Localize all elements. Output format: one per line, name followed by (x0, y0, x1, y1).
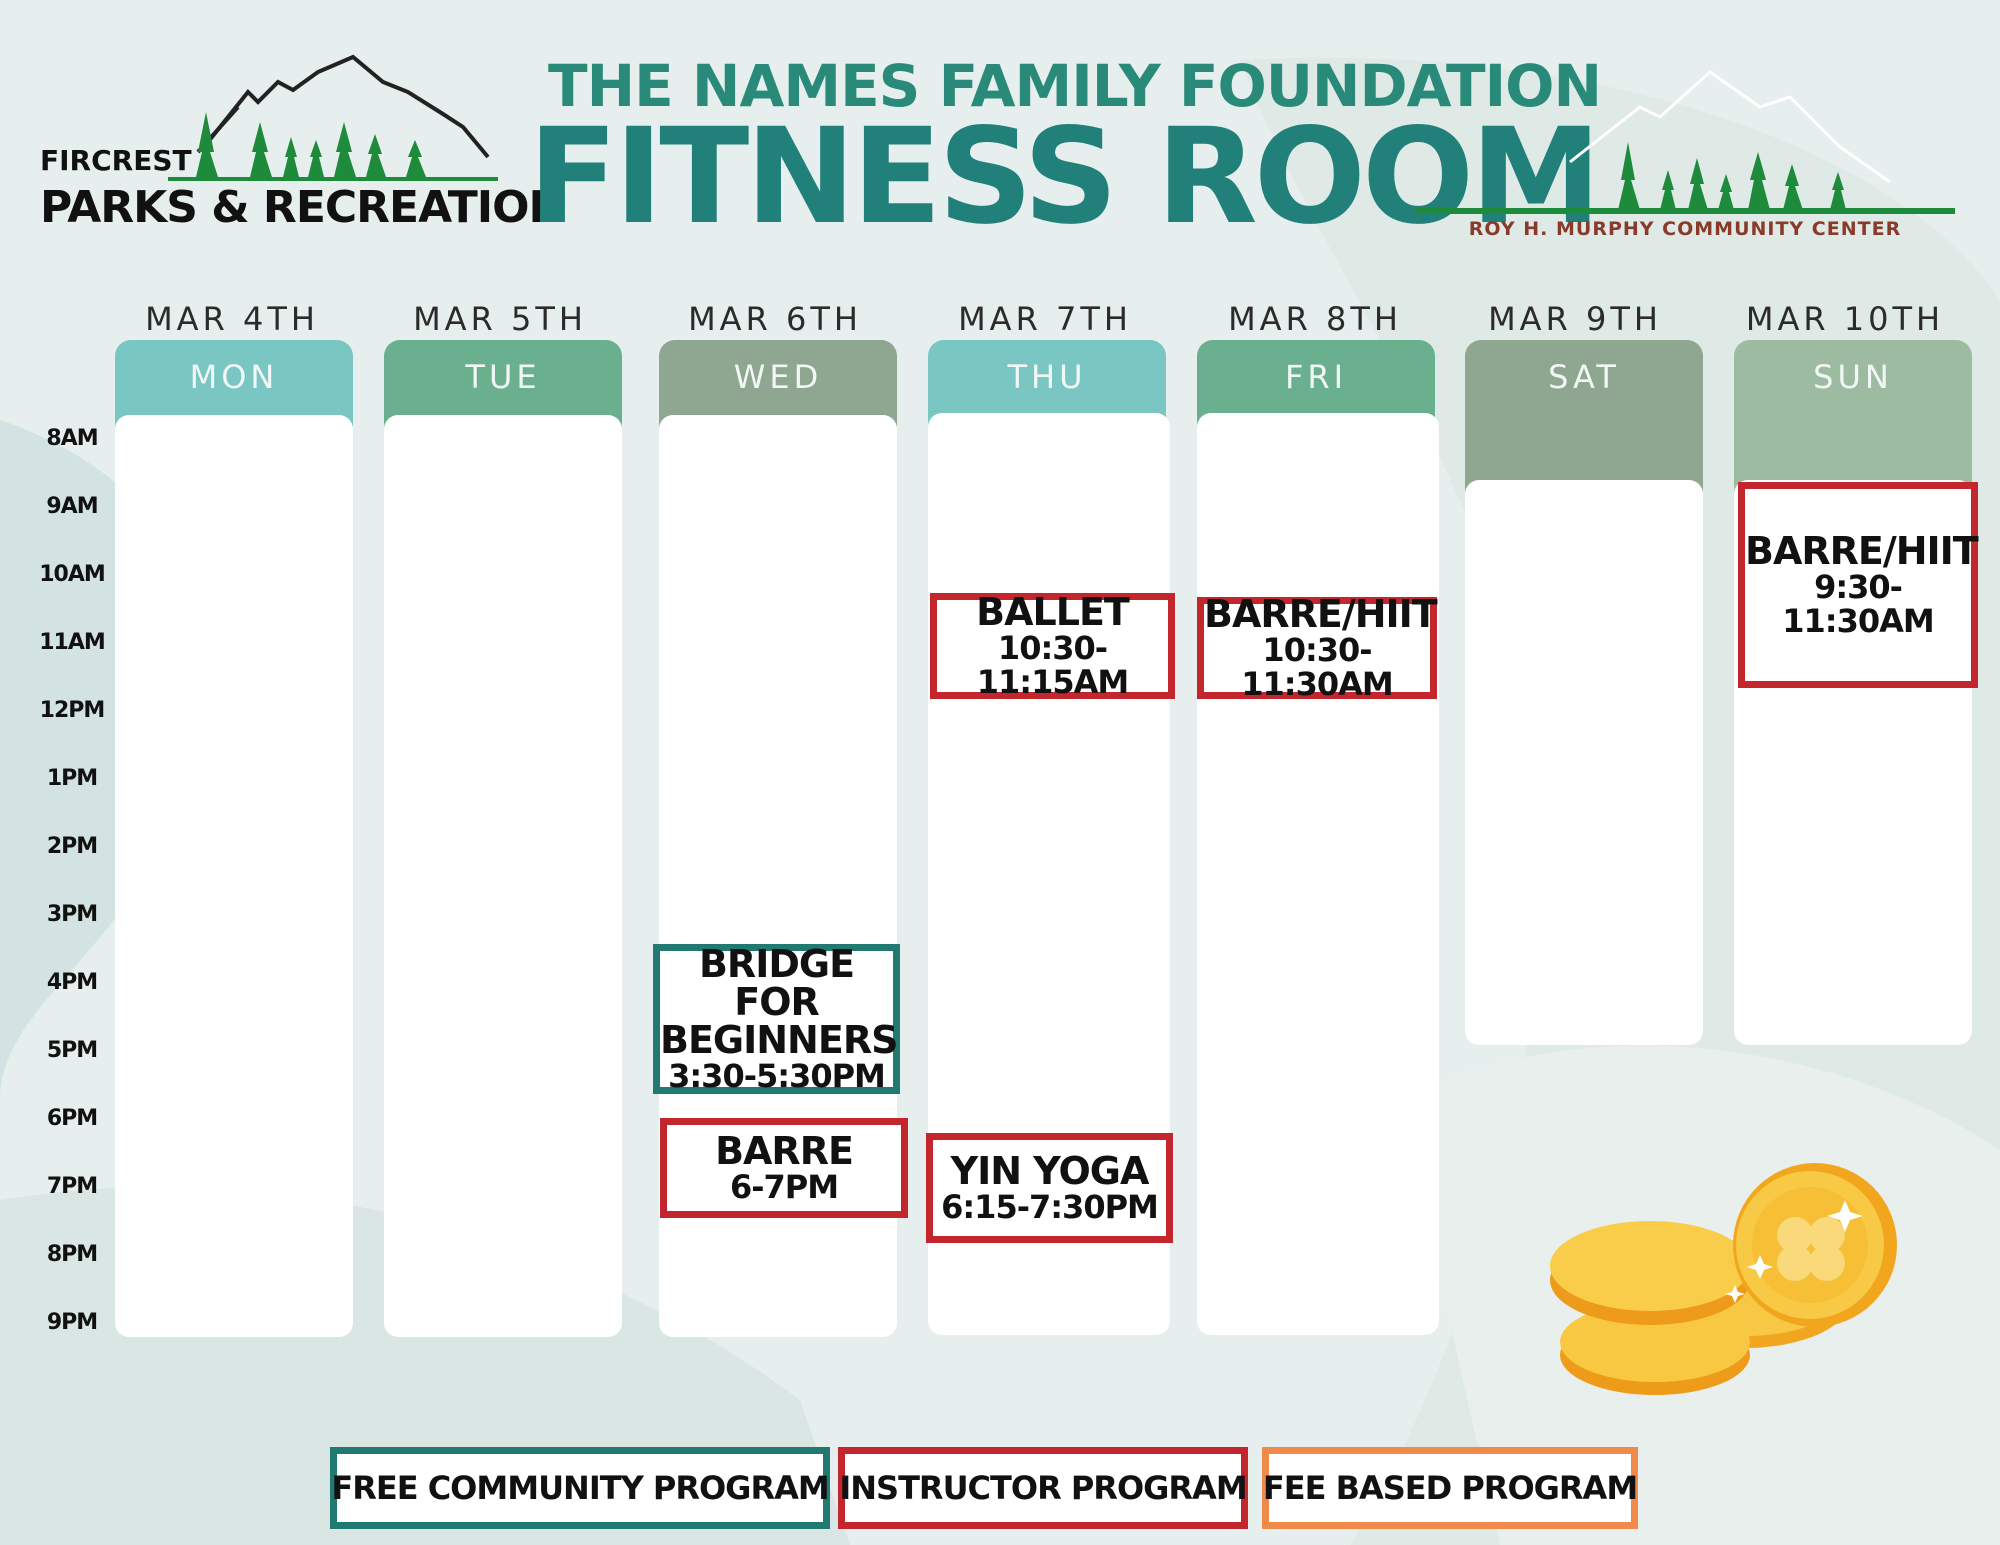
date-label-sun: MAR 10TH (1745, 300, 1945, 338)
community-center-name: ROY H. MURPHY COMMUNITY CENTER (1468, 218, 1902, 240)
event-time: 10:30-11:15AM (976, 629, 1129, 701)
event-barre-wed[interactable]: BARRE 6-7PM (660, 1118, 908, 1218)
legend-fee-based-program: FEE BASED PROGRAM (1262, 1447, 1638, 1529)
date-label-mon: MAR 4TH (145, 300, 319, 338)
time-label: 9AM (46, 494, 98, 519)
day-column-sat (1465, 480, 1703, 1045)
date-label-sat: MAR 9TH (1488, 300, 1662, 338)
event-name: BARRE (715, 1129, 854, 1173)
time-label: 1PM (46, 766, 98, 791)
legend-instructor-program: INSTRUCTOR PROGRAM (838, 1447, 1248, 1529)
event-name: BRIDGE FOR (698, 942, 855, 1024)
date-label-fri: MAR 8TH (1228, 300, 1402, 338)
time-label: 3PM (46, 902, 98, 927)
time-label: 6PM (46, 1106, 98, 1131)
event-time: 10:30-11:30AM (1241, 631, 1393, 703)
event-bridge-for-beginners[interactable]: BRIDGE FOR BEGINNERS 3:30-5:30PM (653, 944, 900, 1094)
day-column-mon (115, 415, 353, 1337)
event-name: BALLET (976, 590, 1130, 634)
event-name: YIN YOGA (950, 1149, 1150, 1193)
event-ballet[interactable]: BALLET 10:30-11:15AM (930, 593, 1175, 699)
day-header-sun: SUN (1734, 340, 1972, 505)
date-label-tue: MAR 5TH (413, 300, 587, 338)
time-label: 5PM (46, 1038, 98, 1063)
day-column-tue (384, 415, 622, 1337)
fircrest-text: FIRCREST (40, 144, 192, 177)
legend-free-community-program: FREE COMMUNITY PROGRAM (330, 1447, 830, 1529)
fircrest-logo: FIRCREST PARKS & RECREATION (38, 52, 565, 242)
time-label: 12PM (39, 698, 106, 723)
parks-recreation-text: PARKS & RECREATION (40, 182, 565, 233)
event-time: 6:15-7:30PM (941, 1188, 1159, 1226)
event-barre-hiit-sun[interactable]: BARRE/HIIT 9:30-11:30AM (1738, 482, 1979, 688)
date-label-wed: MAR 6TH (688, 300, 862, 338)
community-center-logo: ROY H. MURPHY COMMUNITY CENTER (1410, 62, 1960, 252)
day-column-fri (1197, 413, 1439, 1335)
time-label: 7PM (46, 1174, 98, 1199)
page-title: FITNESS ROOM (528, 100, 1602, 254)
event-time: 9:30-11:30AM (1782, 568, 1934, 640)
gold-coins-icon (1550, 1163, 1897, 1395)
time-label: 8PM (46, 1242, 98, 1267)
mountain-trees-icon (168, 54, 498, 181)
date-label-thu: MAR 7TH (958, 300, 1132, 338)
event-yin-yoga[interactable]: YIN YOGA 6:15-7:30PM (926, 1133, 1173, 1243)
event-time: 6-7PM (729, 1168, 839, 1206)
time-label: 8AM (46, 426, 98, 451)
event-name: BEGINNERS (660, 1018, 898, 1062)
event-time: 3:30-5:30PM (668, 1057, 886, 1095)
time-label: 9PM (46, 1310, 98, 1335)
event-name: BARRE/HIIT (1204, 592, 1438, 636)
time-label: 11AM (39, 630, 106, 655)
event-name: BARRE/HIIT (1745, 529, 1979, 573)
mountain-trees-icon (1415, 70, 1955, 214)
time-label: 10AM (39, 562, 106, 587)
event-barre-hiit-fri[interactable]: BARRE/HIIT 10:30-11:30AM (1197, 592, 1438, 703)
day-header-sat: SAT (1465, 340, 1703, 505)
time-label: 4PM (46, 970, 98, 995)
time-label: 2PM (46, 834, 98, 859)
